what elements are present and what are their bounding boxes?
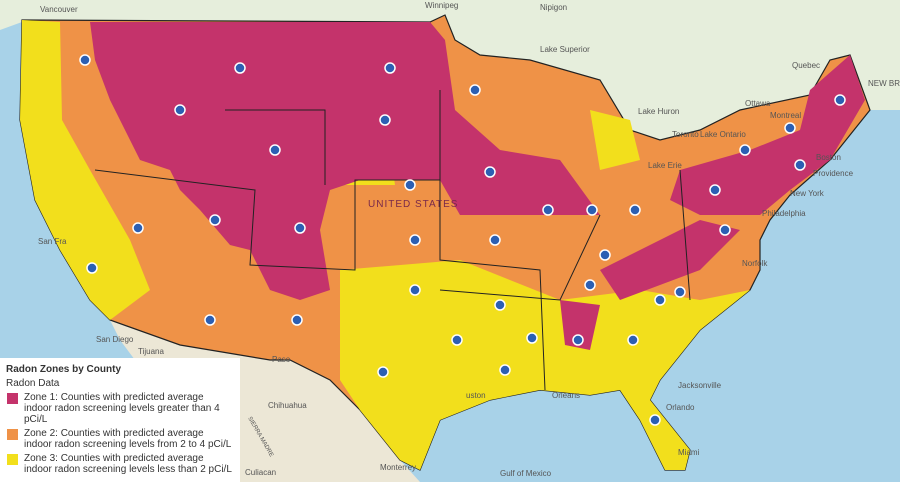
place-label: Culiacan [245, 468, 276, 477]
place-label: uston [466, 391, 486, 400]
legend-label: Zone 2: Counties with predicted average … [24, 428, 232, 450]
legend-label: Zone 3: Counties with predicted average … [24, 453, 232, 475]
place-label: Lake Ontario [700, 130, 746, 139]
legend-item: Zone 2: Counties with predicted average … [6, 428, 234, 450]
place-label: Montreal [770, 111, 801, 120]
place-label: Ottawa [745, 99, 771, 108]
place-label: Orleans [552, 391, 580, 400]
legend-title: Radon Zones by County [6, 364, 121, 375]
place-label: Lake Huron [638, 107, 679, 116]
place-label: Miami [678, 448, 700, 457]
place-label: Lake Erie [648, 161, 682, 170]
place-label: Jacksonville [678, 381, 722, 390]
zone-1-area [90, 22, 600, 300]
place-label: Providence [813, 169, 854, 178]
place-label: Chihuahua [268, 401, 307, 410]
legend-item: Zone 3: Counties with predicted average … [6, 453, 234, 475]
legend-swatch [7, 454, 18, 465]
place-label: Philadelphia [762, 209, 806, 218]
place-label: San Fra [38, 237, 67, 246]
zone-3-area [340, 260, 750, 470]
place-label: Winnipeg [425, 1, 458, 10]
place-label: Toronto [672, 130, 699, 139]
country-label: UNITED STATES [368, 199, 458, 210]
place-label: Nipigon [540, 3, 567, 12]
place-label: Orlando [666, 403, 695, 412]
place-label: Gulf of Mexico [500, 469, 552, 478]
place-label: New York [790, 189, 825, 198]
zone-1-area [560, 55, 865, 350]
place-label: Boston [816, 153, 841, 162]
legend: Radon Zones by County Radon Data Zone 1:… [0, 358, 240, 482]
place-label: Tijuana [138, 347, 164, 356]
legend-label: Zone 1: Counties with predicted average … [24, 392, 220, 425]
place-label: San Diego [96, 335, 134, 344]
canada [0, 0, 900, 140]
legend-swatch [7, 393, 18, 404]
place-label: Norfolk [742, 259, 768, 268]
legend-items: Zone 1: Counties with predicted average … [6, 392, 234, 475]
place-label: Paso [272, 355, 291, 364]
legend-item: Zone 1: Counties with predicted average … [6, 392, 234, 425]
zone-3-area [20, 20, 150, 320]
place-label: Quebec [792, 61, 820, 70]
info-icons [79, 54, 846, 426]
place-label: Lake Superior [540, 45, 590, 54]
place-label: Vancouver [40, 5, 78, 14]
place-label: NEW BRUNSW [868, 79, 900, 88]
state-borders [94, 90, 691, 391]
legend-subtitle: Radon Data [6, 378, 60, 389]
place-label: Monterrey [380, 463, 416, 472]
legend-swatch [7, 429, 18, 440]
